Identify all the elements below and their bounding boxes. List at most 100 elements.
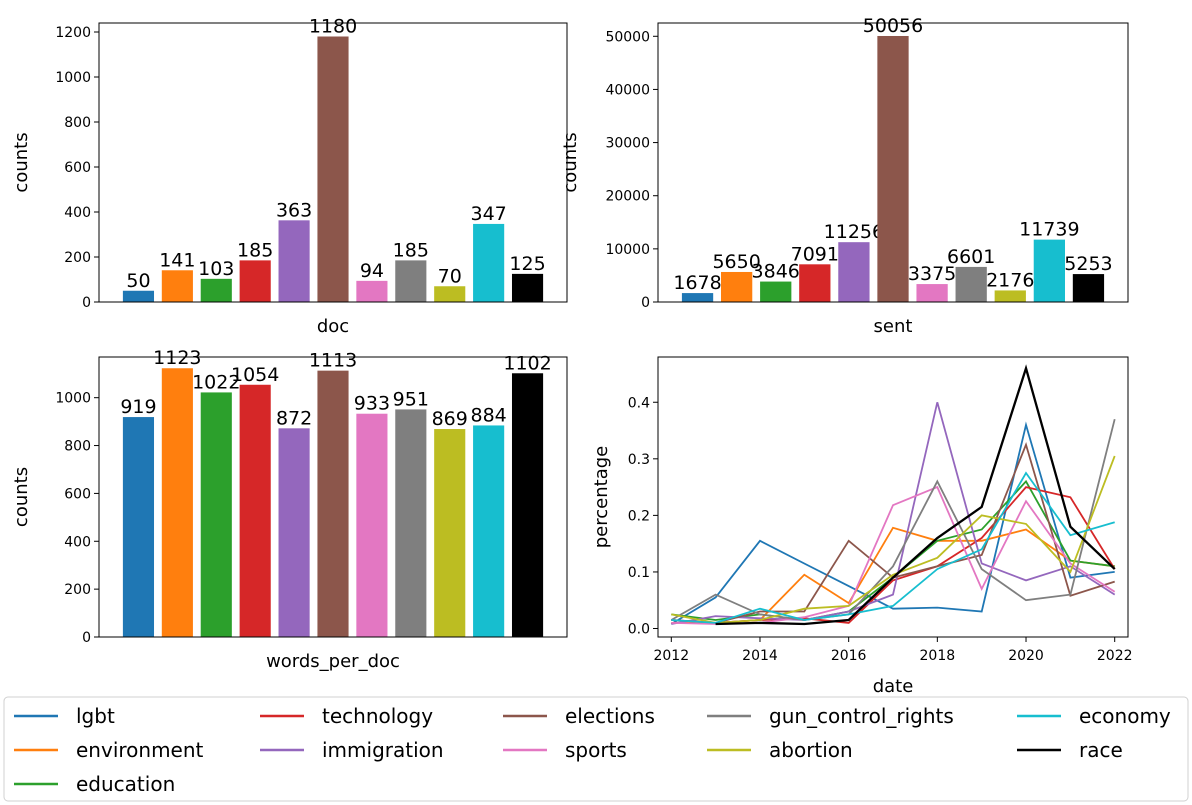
legend-label-lgbt: lgbt (76, 704, 115, 728)
bar-economy (1033, 239, 1065, 302)
bar-elections (317, 36, 349, 302)
y-tick-label: 40000 (605, 82, 650, 98)
data-label-lgbt: 50 (126, 270, 150, 292)
y-tick-label: 1000 (55, 70, 91, 86)
bar-gun_control_rights (395, 260, 427, 302)
data-label-education: 103 (198, 258, 234, 280)
y-tick-label: 600 (64, 486, 91, 502)
data-label-education: 3846 (752, 261, 800, 283)
data-label-sports: 3375 (908, 263, 956, 285)
data-label-economy: 347 (471, 203, 507, 225)
data-label-elections: 50056 (863, 15, 923, 37)
data-label-environment: 1123 (153, 347, 201, 369)
bar-abortion (434, 286, 466, 302)
data-label-economy: 884 (471, 404, 507, 426)
data-label-environment: 5650 (712, 251, 760, 273)
y-tick-label: 0 (641, 295, 650, 311)
y-tick-label: 0.4 (628, 395, 650, 411)
bar-race (1072, 274, 1105, 302)
bar-abortion (434, 429, 466, 637)
bar-immigration (278, 428, 310, 637)
bar-technology (799, 264, 831, 302)
legend-label-technology: technology (322, 704, 433, 728)
data-label-elections: 1180 (309, 16, 357, 38)
axes-frame (98, 22, 568, 303)
y-tick-label: 400 (64, 205, 91, 221)
data-label-immigration: 363 (276, 199, 312, 221)
data-label-technology: 1054 (231, 364, 279, 386)
x-axis-label: doc (317, 316, 349, 337)
data-label-elections: 1113 (309, 350, 357, 372)
data-label-abortion: 869 (432, 408, 468, 430)
y-tick-label: 0.2 (628, 508, 650, 524)
legend-label-education: education (76, 772, 175, 796)
data-label-gun_control_rights: 951 (393, 388, 429, 410)
x-tick-label: 2018 (920, 648, 956, 664)
data-label-immigration: 872 (276, 407, 312, 429)
data-label-economy: 11739 (1019, 219, 1079, 241)
y-tick-label: 1200 (55, 25, 91, 41)
bar-education (200, 392, 232, 637)
bar-environment (161, 368, 193, 637)
series-line-technology (671, 486, 1116, 624)
bar-elections (317, 370, 349, 637)
x-tick-label: 2022 (1097, 648, 1133, 664)
y-tick-label: 0.1 (628, 565, 650, 581)
legend-label-race: race (1079, 738, 1123, 762)
data-label-education: 1022 (192, 371, 240, 393)
data-label-sports: 94 (360, 260, 384, 282)
bar-environment (161, 270, 193, 302)
bar-abortion (994, 290, 1026, 302)
data-label-gun_control_rights: 6601 (947, 246, 995, 268)
legend-label-environment: environment (76, 738, 204, 762)
bar-economy (473, 223, 505, 302)
y-tick-label: 800 (64, 439, 91, 455)
series-line-race (715, 364, 1116, 626)
bar-lgbt (681, 293, 714, 302)
x-tick-label: 2020 (1008, 648, 1044, 664)
bar-race (511, 373, 544, 637)
data-label-sports: 933 (354, 393, 390, 415)
axes-frame (657, 356, 1129, 638)
data-label-abortion: 70 (438, 265, 462, 287)
y-axis-label: counts (560, 132, 581, 192)
data-label-race: 5253 (1064, 253, 1112, 275)
y-tick-label: 200 (64, 250, 91, 266)
data-label-lgbt: 1678 (673, 272, 721, 294)
series-line-economy (671, 471, 1115, 624)
bar-lgbt (122, 417, 155, 637)
bar-sports (356, 413, 388, 637)
x-tick-label: 2016 (831, 648, 867, 664)
y-axis-label: counts (11, 467, 32, 527)
bar-immigration (838, 242, 870, 302)
legend-label-sports: sports (565, 738, 627, 762)
series-line-sports (671, 485, 1116, 625)
data-label-immigration: 11256 (824, 221, 884, 243)
series-line-gun_control_rights (670, 418, 1116, 621)
y-tick-label: 400 (64, 534, 91, 550)
data-label-technology: 7091 (791, 243, 839, 265)
series-line-abortion (671, 455, 1116, 624)
y-axis-label: percentage (591, 446, 612, 548)
bar-elections (877, 35, 909, 303)
x-axis-label: sent (874, 316, 913, 337)
y-axis-label: counts (11, 132, 32, 192)
y-tick-label: 600 (64, 160, 91, 176)
data-label-gun_control_rights: 185 (393, 239, 429, 261)
legend-frame (3, 696, 1189, 802)
legend-label-economy: economy (1079, 704, 1171, 728)
y-tick-label: 50000 (605, 29, 650, 45)
bar-gun_control_rights (395, 409, 427, 637)
series-line-lgbt (670, 421, 1115, 625)
y-tick-label: 20000 (605, 189, 650, 205)
x-tick-label: 2014 (742, 648, 778, 664)
bar-economy (473, 425, 505, 637)
bar-technology (239, 384, 271, 637)
legend-label-gun_control_rights: gun_control_rights (769, 704, 954, 728)
data-label-technology: 185 (237, 239, 273, 261)
line-chart-percentage: 0.0 0.1 0.2 0.3 0.4 2012 2014 2016 2018 2020 2022 d… (591, 356, 1133, 697)
bar-education (760, 281, 792, 302)
